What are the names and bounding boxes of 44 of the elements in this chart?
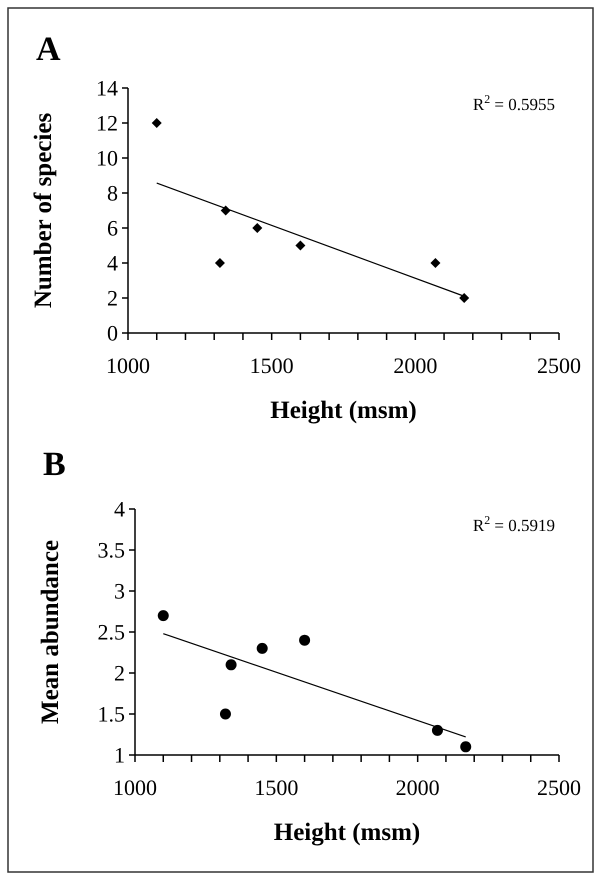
point [226, 659, 237, 670]
chart-title: B [43, 446, 66, 483]
annotation: R$^{2}$ = 0.5955 [472, 92, 555, 114]
x-tick-label: 1000 [106, 353, 150, 378]
x-tick-label: 1000 [113, 775, 157, 800]
x-tick-label: 1500 [250, 353, 294, 378]
point [256, 642, 268, 654]
point [432, 724, 443, 736]
point [252, 223, 262, 233]
point [152, 118, 162, 128]
x-tick-label: 1500 [254, 775, 298, 800]
point [459, 293, 470, 303]
annotation: R$^{2}$ = 0.5919 [472, 513, 555, 535]
x-tick-label: 2500 [537, 353, 581, 378]
y-tick-label: 4 [107, 250, 118, 276]
x-axis-title: Height (msm) [274, 819, 420, 846]
point [295, 240, 306, 250]
point [460, 741, 472, 752]
x-axis-title: Height (msm) [270, 397, 417, 424]
chart-title: A [36, 31, 61, 68]
y-axis-title: Mean abundance [37, 540, 64, 724]
y-tick-label: 3 [114, 578, 125, 604]
y-tick-label: 2.5 [98, 620, 125, 645]
point [220, 708, 231, 720]
x-tick-label: 2500 [537, 775, 581, 800]
y-tick-label: 12 [96, 110, 118, 136]
y-tick-label: 2 [114, 660, 125, 686]
y-tick-label: 14 [96, 76, 118, 101]
y-tick-label: 0 [107, 320, 118, 346]
y-tick-label: 4 [114, 496, 125, 522]
y-tick-label: 1.5 [98, 702, 125, 727]
x-tick-label: 2000 [393, 353, 438, 378]
y-tick-label: 3.5 [98, 538, 125, 563]
point [214, 258, 225, 268]
y-tick-label: 10 [96, 146, 118, 171]
y-tick-label: 8 [107, 180, 118, 206]
y-tick-label: 1 [114, 742, 125, 768]
y-axis-title: Number of species [30, 112, 57, 308]
point [158, 610, 169, 622]
y-tick-label: 2 [107, 286, 118, 311]
point [430, 258, 440, 268]
point [299, 634, 310, 646]
x-tick-label: 2000 [396, 775, 440, 800]
y-tick-label: 6 [107, 216, 118, 241]
